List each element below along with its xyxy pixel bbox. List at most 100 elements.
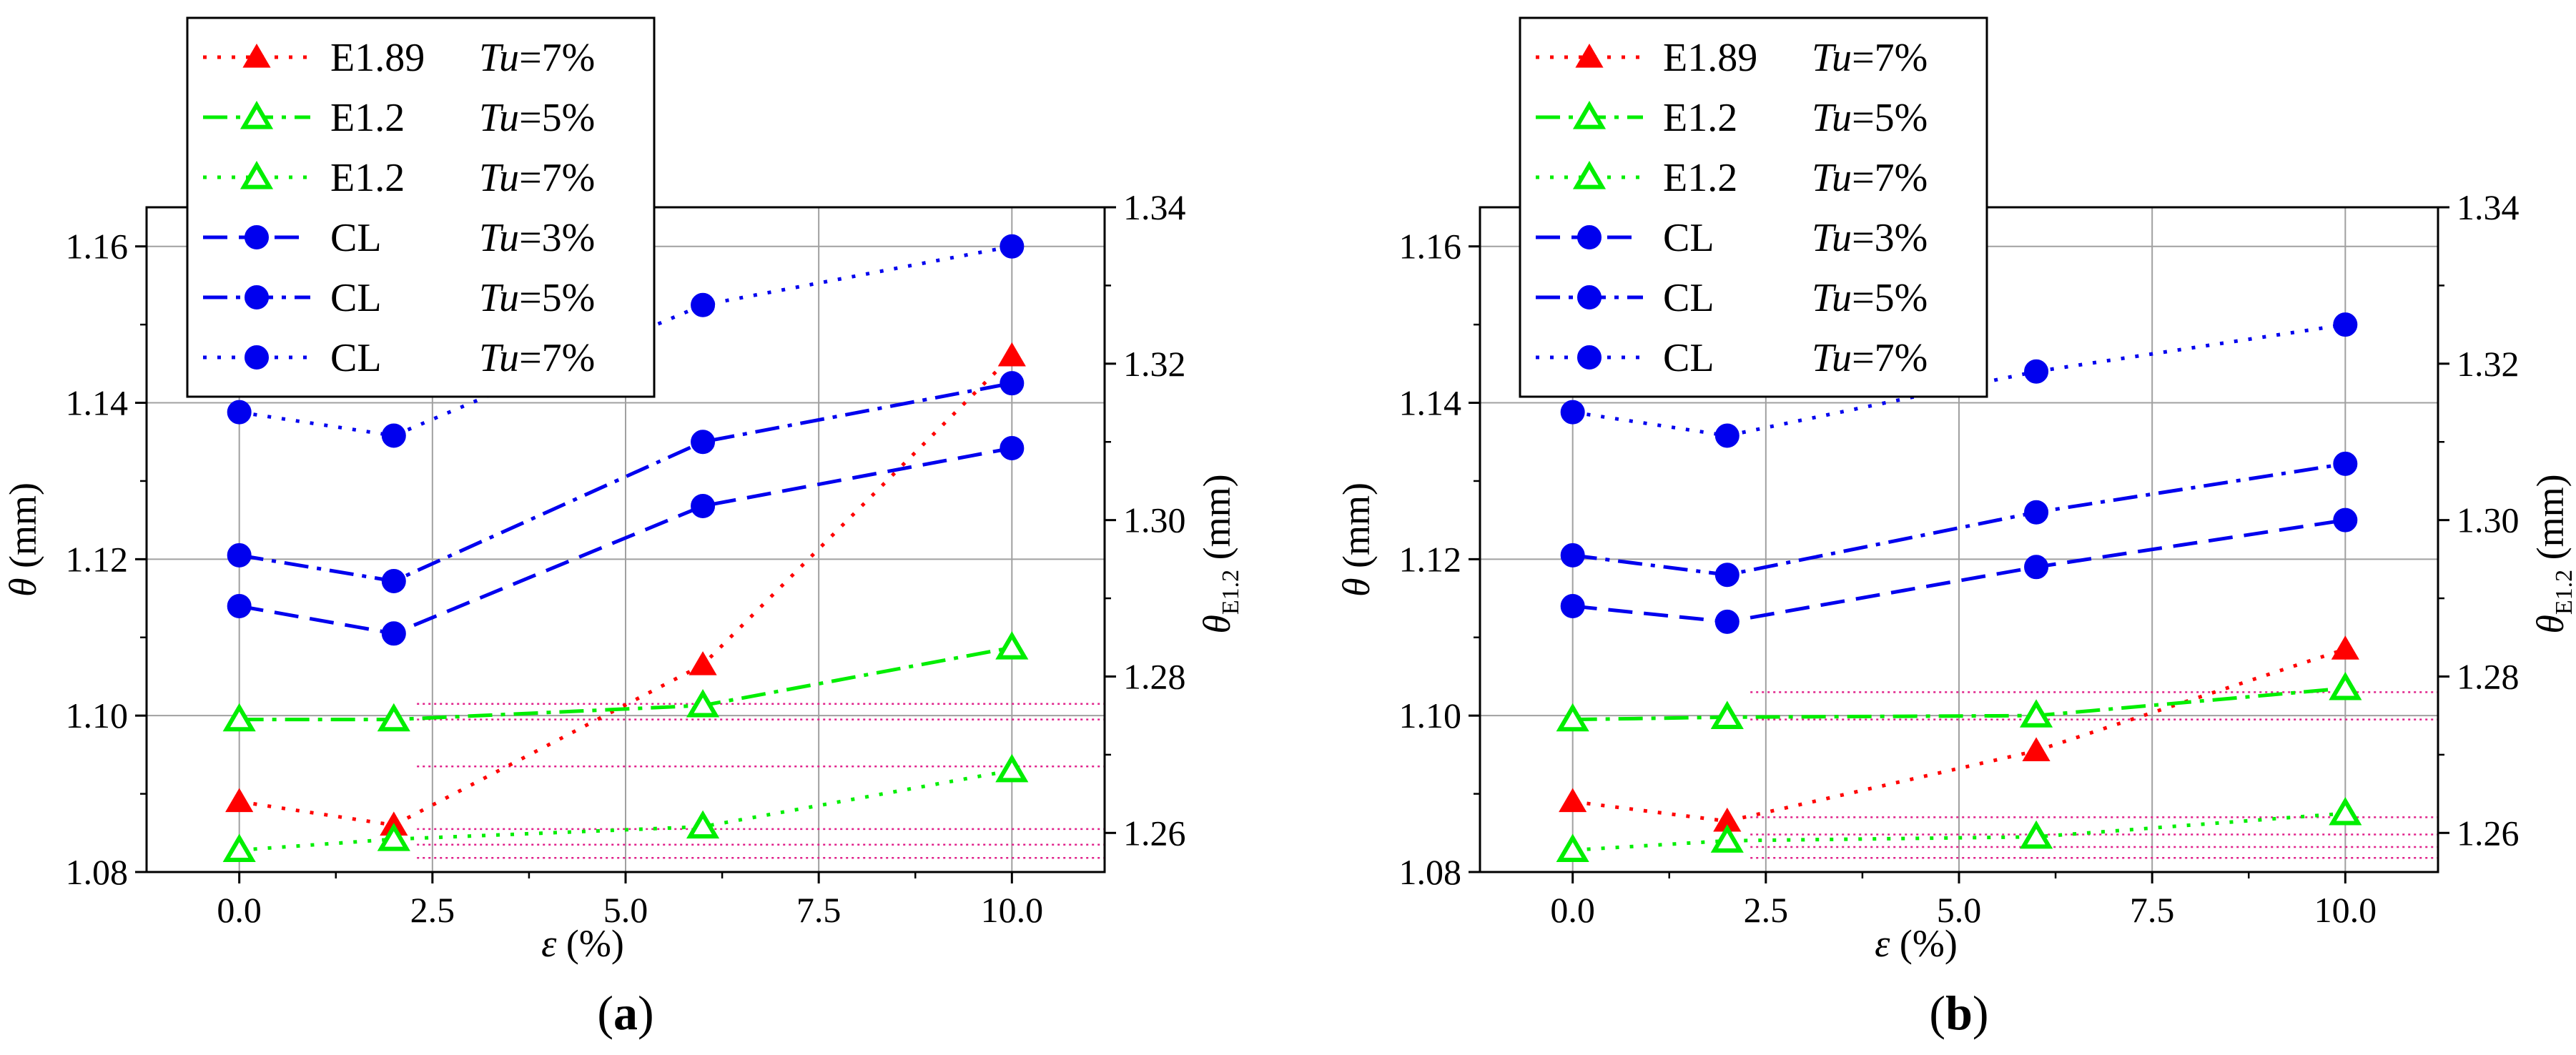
data-point <box>1710 824 1744 853</box>
data-point <box>995 753 1029 783</box>
data-point <box>1710 700 1744 729</box>
data-point <box>381 423 406 448</box>
legend-marker <box>240 101 274 129</box>
data-point <box>1714 563 1739 588</box>
data-point <box>1000 234 1025 259</box>
data-point <box>2333 312 2358 337</box>
series-line-0 <box>239 355 1014 827</box>
y-right-axis-label-subscript: E1.2 <box>1218 570 1244 615</box>
legend-label: CL <box>1663 216 1714 260</box>
x-axis-label-symbol: ε <box>1875 922 1890 965</box>
legend-label: E1.89 <box>1663 36 1757 80</box>
y-tick-label: 1.08 <box>1399 852 1462 892</box>
legend-tu-symbol: Tu <box>1812 156 1852 200</box>
panel-label-letter: a <box>613 986 638 1040</box>
y-tick-label: 1.14 <box>1399 383 1462 423</box>
legend-label: CL <box>330 216 382 260</box>
x-tick-label: 2.5 <box>410 890 455 930</box>
legend-tu-label: Tu=5% <box>1812 96 1928 140</box>
y-tick-label: 1.10 <box>1399 695 1462 735</box>
legend-tu-value: =7% <box>519 156 595 200</box>
legend-label: CL <box>1663 336 1714 380</box>
data-point <box>377 823 410 851</box>
panel-label-letter: b <box>1945 986 1973 1040</box>
data-point <box>381 568 406 593</box>
panel-label: (b) <box>1929 986 1988 1040</box>
data-point <box>995 631 1029 660</box>
legend-marker <box>240 161 274 189</box>
legend-tu-symbol: Tu <box>479 36 519 80</box>
data-point <box>2329 796 2362 826</box>
legend-tu-label: Tu=5% <box>479 276 595 320</box>
y-right-tick-label: 1.28 <box>2457 656 2520 696</box>
x-tick-label: 10.0 <box>2314 890 2377 930</box>
legend-label: E1.2 <box>330 156 405 200</box>
legend-tu-value: =7% <box>519 336 595 380</box>
legend-tu-symbol: Tu <box>479 336 519 380</box>
legend-marker <box>1572 161 1607 189</box>
data-point <box>2024 500 2049 525</box>
data-point <box>2329 671 2362 700</box>
legend-marker <box>1575 44 1604 68</box>
x-tick-label: 5.0 <box>603 890 648 930</box>
legend-tu-label: Tu=3% <box>1812 216 1928 260</box>
y-right-axis-label: θE1.2 (mm) <box>2529 474 2576 633</box>
y-right-axis-label-symbol: θ <box>1195 615 1238 634</box>
data-point <box>1560 594 1585 618</box>
y-tick-label: 1.16 <box>66 227 129 267</box>
data-point <box>1556 703 1589 732</box>
legend-marker <box>1577 225 1602 249</box>
legend-label: CL <box>330 276 382 320</box>
y-right-axis-label-subscript: E1.2 <box>2551 570 2576 615</box>
data-point <box>2333 507 2358 533</box>
data-point <box>1560 543 1585 568</box>
data-point <box>691 292 716 317</box>
y-right-tick-label: 1.26 <box>1123 813 1186 853</box>
panel-label-open-paren: ( <box>1929 986 1945 1040</box>
data-point <box>686 688 720 718</box>
legend-tu-value: =7% <box>1852 36 1928 80</box>
data-point <box>2019 820 2053 849</box>
y-right-tick-label: 1.30 <box>1123 500 1186 540</box>
legend-marker <box>245 285 269 309</box>
legend-tu-value: =5% <box>1852 96 1928 140</box>
data-point <box>2022 737 2051 762</box>
data-point <box>2331 635 2359 660</box>
legend-tu-symbol: Tu <box>479 276 519 320</box>
x-axis-label: ε (%) <box>541 922 624 965</box>
y-right-axis-label: θE1.2 (mm) <box>1195 474 1244 633</box>
data-point <box>2019 699 2053 728</box>
legend-tu-label: Tu=5% <box>1812 276 1928 320</box>
legend-tu-value: =5% <box>519 96 595 140</box>
x-tick-label: 0.0 <box>1550 890 1595 930</box>
y-tick-label: 1.12 <box>1399 539 1462 579</box>
y-right-axis-label-unit: (mm) <box>2529 474 2572 569</box>
data-point <box>1556 833 1589 862</box>
data-point <box>381 621 406 646</box>
legend-tu-label: Tu=7% <box>479 156 595 200</box>
data-point <box>689 651 717 675</box>
data-point <box>377 703 410 732</box>
panel-label-open-paren: ( <box>597 986 613 1040</box>
legend-tu-value: =7% <box>1852 156 1928 200</box>
y-right-tick-label: 1.34 <box>1123 187 1186 227</box>
data-point <box>1559 788 1587 813</box>
data-point <box>2333 451 2358 476</box>
legend-tu-value: =7% <box>519 36 595 80</box>
data-point <box>222 833 256 862</box>
legend-tu-label: Tu=7% <box>1812 336 1928 380</box>
chart-panel-b: 0.0 2.5 5.0 7.5 10.0 1.08 1.10 1.12 1.14 1.16 1.26… <box>1335 16 2576 1040</box>
y-axis-label: θ (mm) <box>1 482 44 597</box>
data-point <box>227 400 252 425</box>
legend-tu-value: =5% <box>1852 276 1928 320</box>
legend-tu-symbol: Tu <box>1812 36 1852 80</box>
y-right-tick-label: 1.34 <box>2457 187 2520 227</box>
legend-label: E1.2 <box>330 96 405 140</box>
y-right-tick-label: 1.28 <box>1123 656 1186 696</box>
x-axis-label-unit: (%) <box>556 922 623 965</box>
data-point <box>227 594 252 618</box>
data-point <box>1714 423 1739 448</box>
series-line-4 <box>239 381 1012 583</box>
legend-tu-label: Tu=7% <box>1812 156 1928 200</box>
data-point <box>225 788 254 813</box>
